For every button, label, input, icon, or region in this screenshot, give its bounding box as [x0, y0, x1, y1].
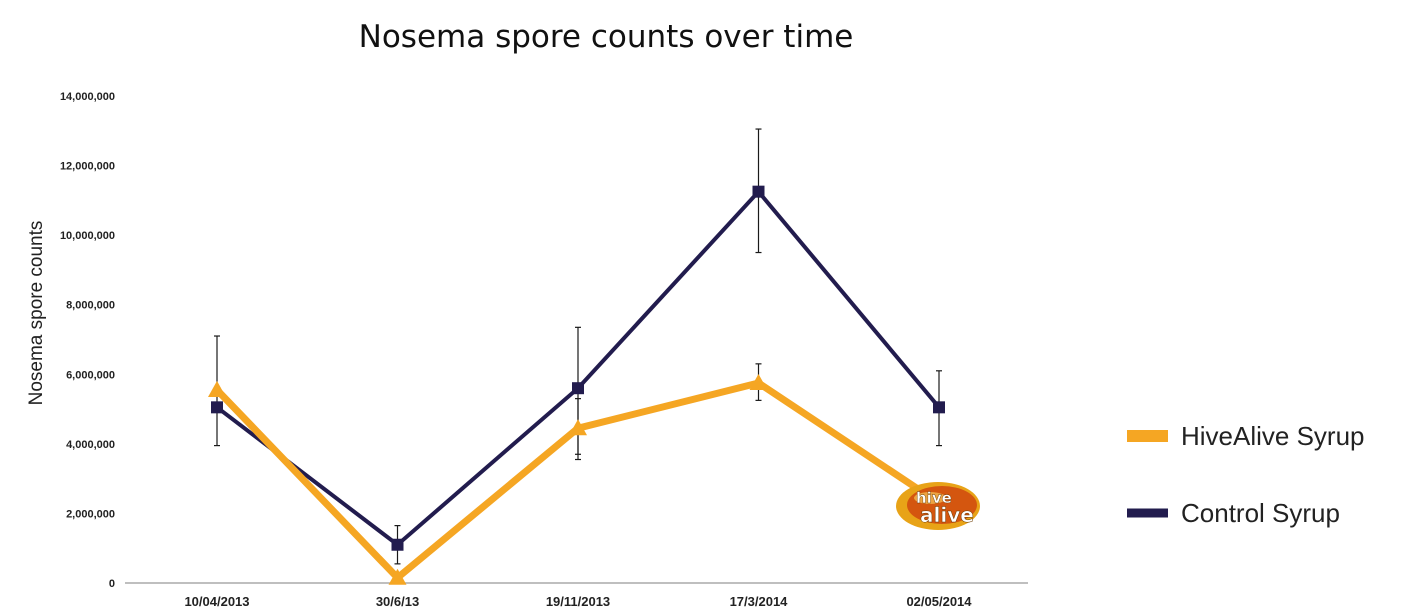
y-tick-label: 2,000,000	[66, 508, 115, 520]
x-tick-label: 30/6/13	[376, 594, 419, 609]
y-tick-label: 0	[109, 578, 115, 590]
series-control	[211, 128, 945, 565]
legend-swatch	[1127, 430, 1168, 442]
y-tick-label: 6,000,000	[66, 369, 115, 381]
legend-swatch	[1127, 508, 1168, 518]
data-point	[749, 373, 768, 390]
legend-label: HiveAlive Syrup	[1181, 421, 1365, 451]
data-point	[208, 380, 226, 397]
y-tick-label: 4,000,000	[66, 439, 115, 451]
chart-title: Nosema spore counts over time	[359, 19, 854, 55]
data-point	[388, 568, 407, 585]
x-tick-label: 10/04/2013	[184, 594, 249, 609]
y-tick-label: 12,000,000	[60, 161, 115, 173]
y-tick-label: 14,000,000	[60, 91, 115, 103]
logo-text-bottom: alive	[920, 503, 974, 527]
series-layer	[208, 128, 948, 585]
y-axis-ticks: 0 2,000,000 4,000,000 6,000,000 8,000,000 10,…	[60, 91, 115, 590]
hivealive-logo-icon: hive alive	[896, 482, 980, 530]
legend: HiveAlive Syrup Control Syrup	[1127, 421, 1365, 528]
data-point	[391, 538, 404, 551]
x-tick-label: 19/11/2013	[546, 594, 610, 609]
legend-label: Control Syrup	[1181, 498, 1340, 528]
x-tick-label: 17/3/2014	[730, 594, 789, 609]
data-point	[569, 419, 587, 436]
y-tick-label: 10,000,000	[60, 230, 115, 242]
logo-text-top: hive	[916, 489, 952, 507]
y-tick-label: 8,000,000	[66, 300, 115, 312]
y-axis-label: Nosema spore counts	[26, 221, 47, 406]
data-point	[572, 382, 584, 395]
x-axis-ticks: 10/04/2013 30/6/13 19/11/2013 17/3/2014 02/0…	[184, 594, 972, 609]
x-tick-label: 02/05/2014	[906, 594, 972, 609]
data-point	[211, 401, 223, 414]
data-point	[933, 401, 945, 414]
data-point	[752, 185, 765, 198]
